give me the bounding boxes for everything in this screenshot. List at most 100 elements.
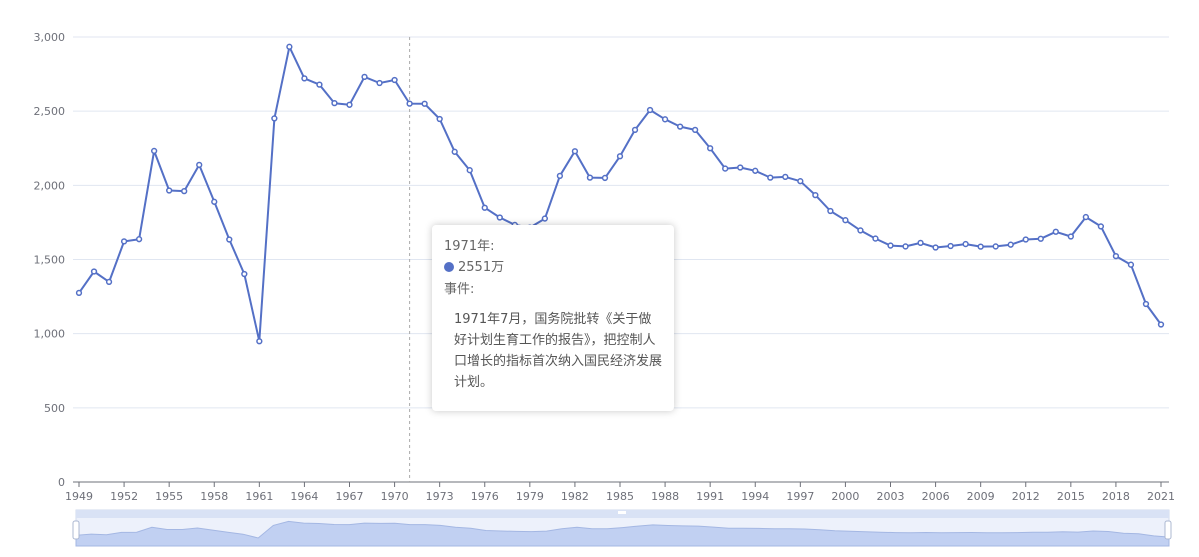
data-point[interactable]	[887, 242, 894, 249]
data-point[interactable]	[556, 172, 564, 179]
data-point[interactable]	[496, 214, 503, 221]
x-tick-label: 2018	[1102, 490, 1130, 503]
x-tick-label: 1985	[606, 490, 634, 503]
x-tick-label: 1997	[786, 490, 814, 503]
data-point[interactable]	[376, 79, 383, 87]
data-point[interactable]	[1037, 235, 1044, 242]
x-tick-label: 1976	[471, 490, 499, 503]
data-point[interactable]	[150, 147, 158, 155]
data-point[interactable]	[676, 123, 684, 130]
data-point[interactable]	[842, 217, 849, 224]
x-tick-label: 2009	[967, 490, 995, 503]
x-tick-label: 2000	[831, 490, 859, 503]
tooltip-event-label: 事件:	[444, 282, 475, 297]
data-point[interactable]	[301, 75, 308, 82]
data-point[interactable]	[421, 100, 428, 107]
data-point[interactable]	[436, 115, 443, 123]
data-point[interactable]	[902, 243, 909, 250]
x-tick-label: 1979	[516, 490, 544, 503]
data-point[interactable]	[1082, 213, 1090, 221]
x-tick-label: 1973	[426, 490, 454, 503]
data-point[interactable]	[346, 101, 353, 108]
y-tick-label: 2,000	[34, 179, 66, 192]
data-point[interactable]	[226, 236, 233, 243]
data-point[interactable]	[932, 244, 939, 251]
data-point[interactable]	[1097, 223, 1105, 230]
data-point[interactable]	[631, 126, 639, 134]
data-point[interactable]	[1127, 261, 1135, 268]
data-point[interactable]	[331, 100, 338, 107]
data-zoom-move-handle[interactable]	[618, 511, 626, 514]
data-point[interactable]	[917, 239, 924, 247]
data-point[interactable]	[737, 164, 744, 171]
data-point[interactable]	[782, 173, 789, 181]
data-point[interactable]	[947, 242, 954, 250]
data-point[interactable]	[1007, 241, 1014, 248]
data-point[interactable]	[196, 161, 203, 169]
data-point[interactable]	[767, 174, 774, 181]
y-tick-label: 0	[58, 476, 65, 489]
data-point[interactable]	[962, 240, 969, 248]
data-point[interactable]	[135, 236, 143, 243]
chart-tooltip: 1971年: 2551万 事件: 1971年7月，国务院批转《关于做好计划生育工…	[432, 225, 674, 411]
data-point[interactable]	[1112, 252, 1120, 260]
data-point[interactable]	[571, 148, 579, 155]
data-point[interactable]	[406, 100, 413, 107]
data-point[interactable]	[661, 116, 669, 123]
data-point[interactable]	[1067, 233, 1074, 240]
data-point[interactable]	[992, 243, 999, 250]
data-point[interactable]	[241, 270, 248, 278]
data-point[interactable]	[797, 178, 804, 185]
data-point[interactable]	[857, 227, 864, 234]
data-point[interactable]	[872, 235, 879, 242]
data-point[interactable]	[271, 115, 278, 122]
data-point[interactable]	[1157, 321, 1165, 328]
data-point[interactable]	[166, 187, 173, 194]
data-point[interactable]	[466, 167, 473, 174]
tooltip-event-text: 1971年7月，国务院批转《关于做好计划生育工作的报告》，把控制人口增长的指标首…	[454, 312, 663, 390]
data-zoom-left-handle[interactable]	[72, 520, 80, 540]
data-point[interactable]	[286, 43, 293, 50]
data-point[interactable]	[451, 148, 458, 155]
data-point[interactable]	[391, 76, 398, 84]
y-tick-label: 500	[44, 402, 65, 415]
data-point[interactable]	[90, 268, 98, 275]
data-zoom-slider[interactable]	[72, 509, 1172, 547]
tooltip-title: 1971年:	[444, 239, 495, 254]
data-point[interactable]	[1022, 236, 1029, 243]
data-point[interactable]	[120, 238, 128, 245]
data-point[interactable]	[827, 207, 834, 215]
y-tick-label: 3,000	[34, 31, 66, 44]
y-tick-label: 1,000	[34, 328, 66, 341]
data-point[interactable]	[646, 106, 654, 114]
data-point[interactable]	[601, 174, 609, 182]
data-point[interactable]	[105, 278, 113, 286]
data-point[interactable]	[256, 338, 263, 345]
data-point[interactable]	[541, 215, 549, 222]
data-point[interactable]	[1142, 300, 1150, 308]
data-point[interactable]	[1052, 228, 1059, 235]
data-point[interactable]	[812, 191, 819, 199]
tooltip-value: 2551万	[458, 260, 505, 275]
data-point[interactable]	[481, 204, 488, 211]
data-zoom-right-handle[interactable]	[1164, 520, 1172, 540]
data-point[interactable]	[211, 198, 218, 205]
x-tick-label: 1958	[200, 490, 228, 503]
data-point[interactable]	[977, 243, 984, 250]
data-point[interactable]	[752, 167, 759, 174]
data-point[interactable]	[586, 174, 594, 181]
data-point[interactable]	[616, 153, 624, 160]
data-point[interactable]	[691, 126, 699, 134]
data-point[interactable]	[361, 73, 368, 81]
x-tick-label: 1949	[65, 490, 93, 503]
data-point[interactable]	[75, 289, 83, 297]
tooltip-value-row: 2551万	[444, 257, 662, 279]
data-point[interactable]	[316, 81, 323, 88]
x-tick-label: 1970	[381, 490, 409, 503]
data-point[interactable]	[181, 187, 188, 195]
x-tick-label: 1994	[741, 490, 769, 503]
data-point[interactable]	[707, 145, 714, 152]
data-point[interactable]	[722, 165, 729, 172]
y-tick-label: 1,500	[34, 254, 66, 267]
